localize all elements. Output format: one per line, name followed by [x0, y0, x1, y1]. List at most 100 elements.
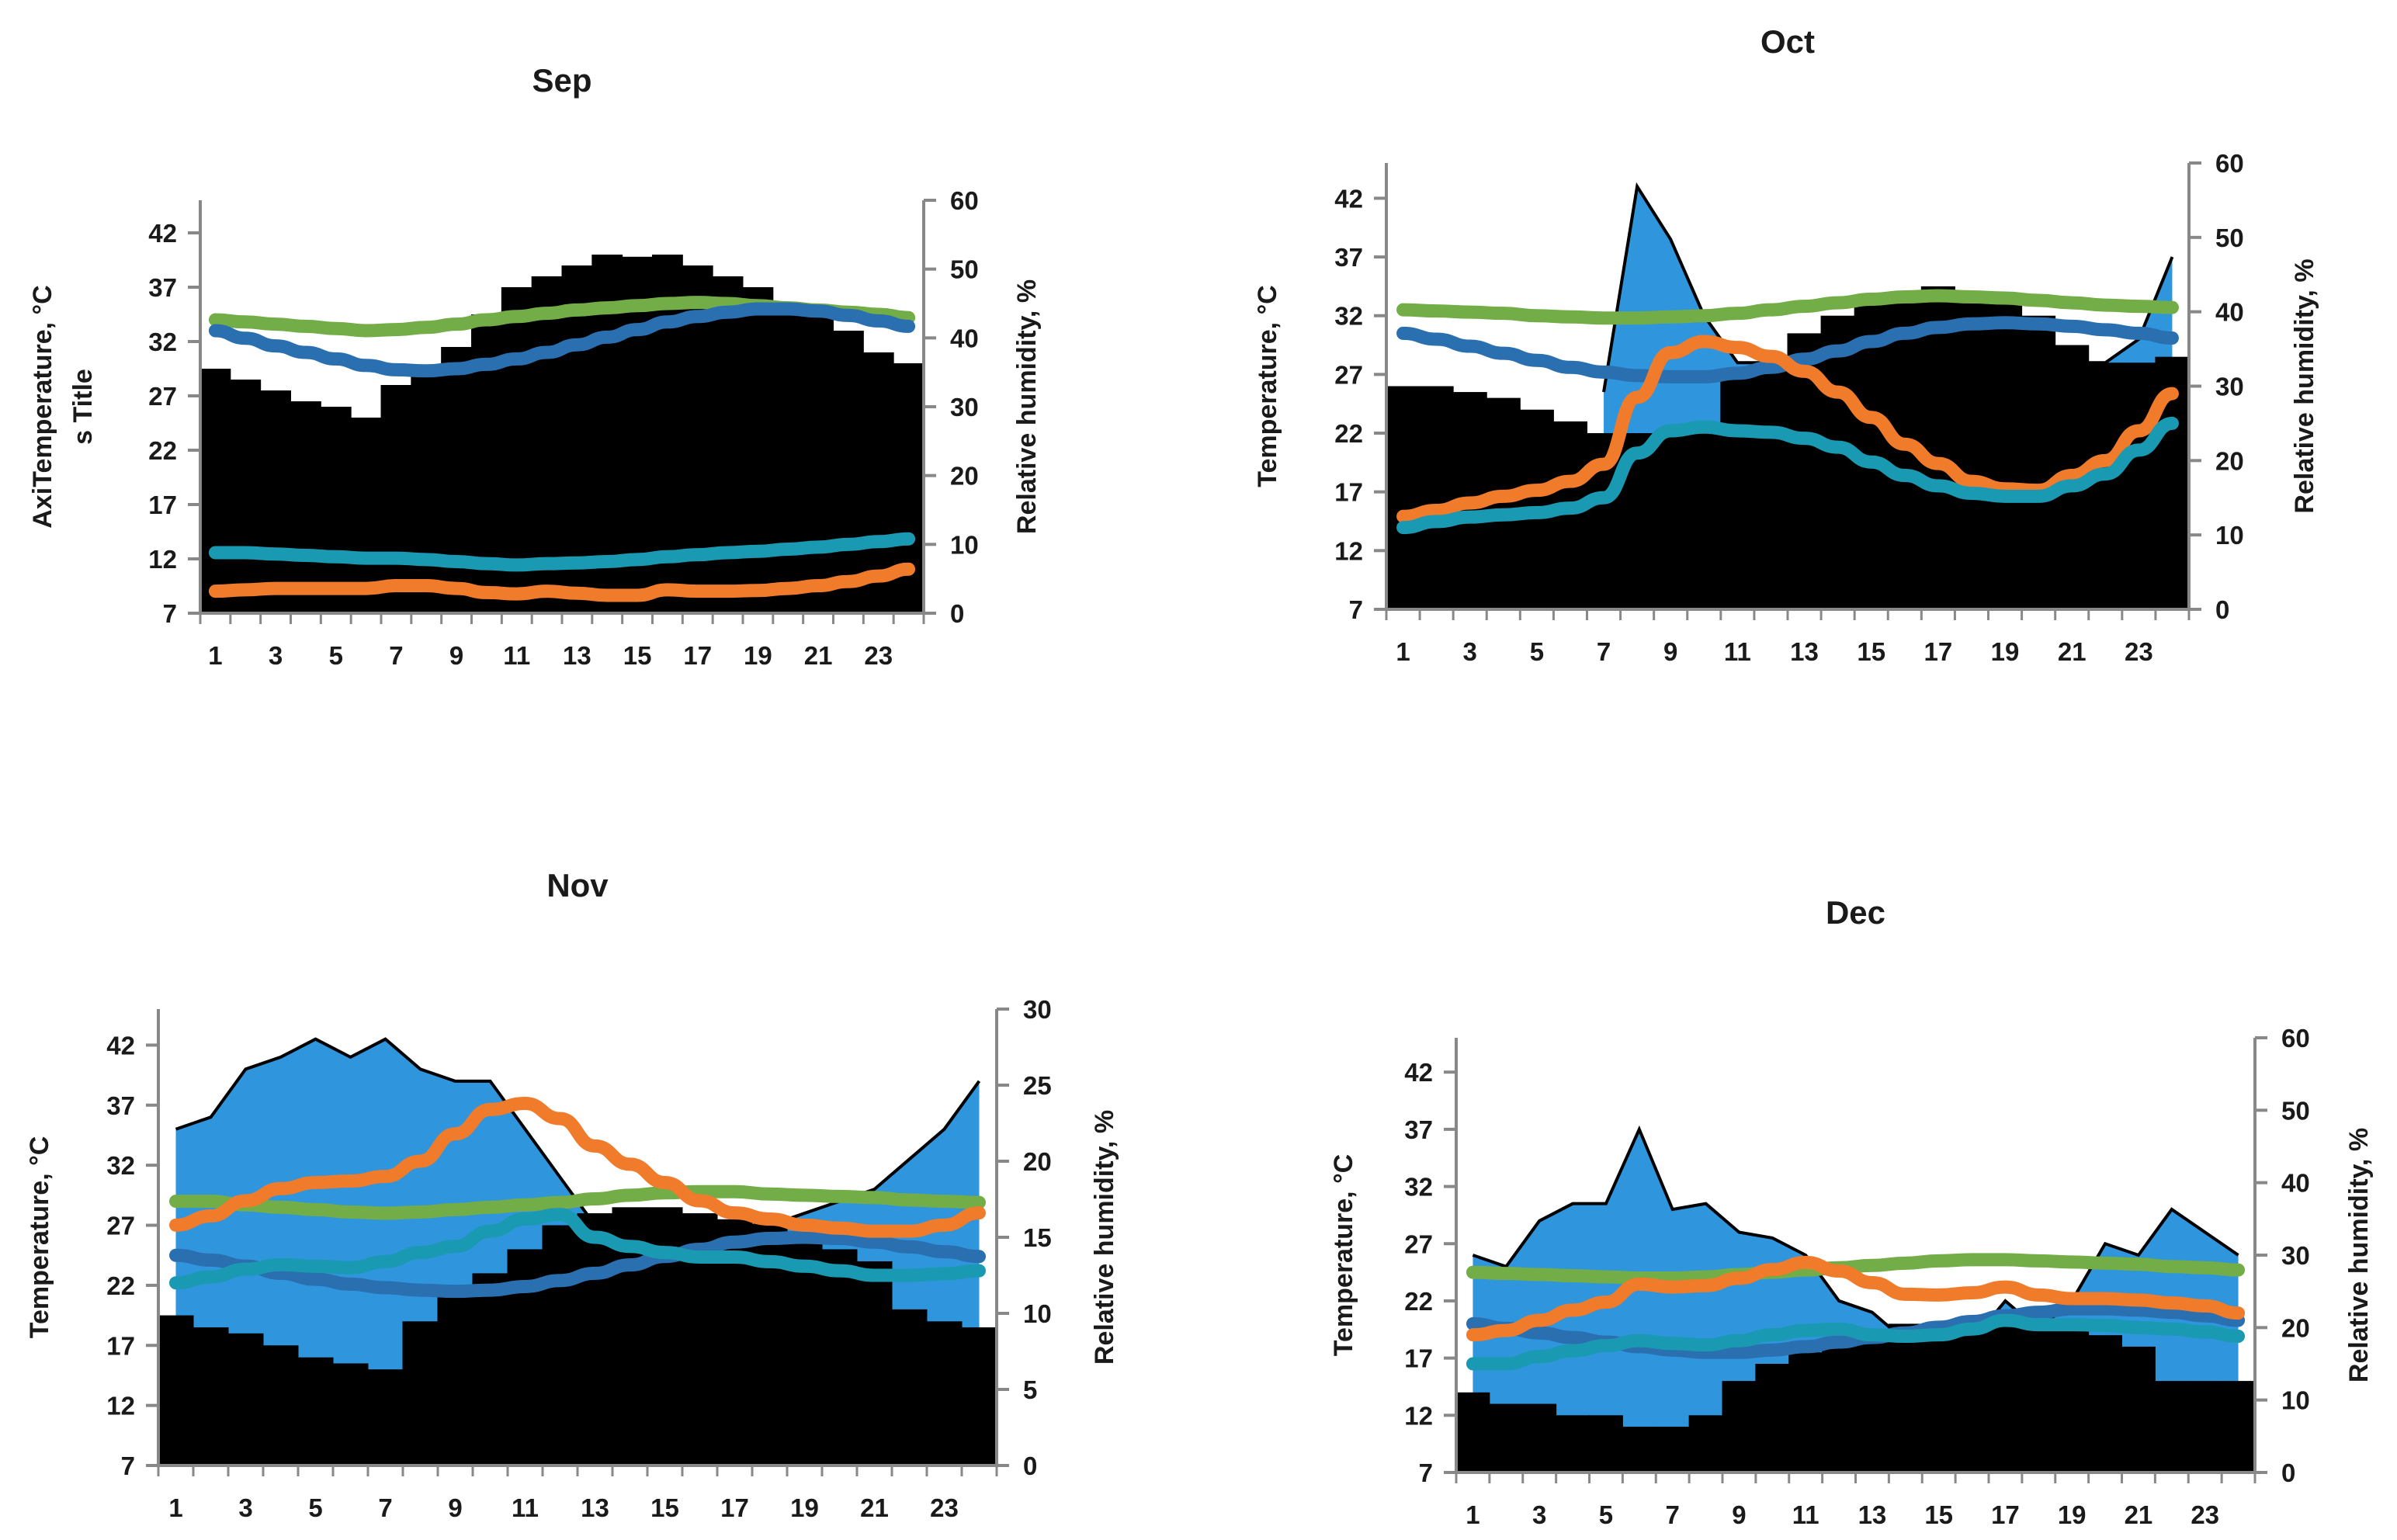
- y-tick-label: 12: [1404, 1401, 1433, 1430]
- x-tick-label: 21: [860, 1493, 889, 1522]
- y-tick-label: 22: [1334, 419, 1363, 448]
- x-tick-label: 1: [1466, 1500, 1479, 1529]
- y-tick-label: 22: [106, 1271, 135, 1300]
- black-bar: [2088, 362, 2123, 609]
- series-line-orange: [208, 562, 916, 602]
- black-bar: [297, 1357, 334, 1465]
- y-tick-label: 32: [1334, 302, 1363, 331]
- x-tick-label: 13: [563, 641, 591, 670]
- y2-tick-label: 10: [1023, 1299, 1052, 1328]
- x-tick-label: 5: [1599, 1500, 1613, 1529]
- series-line-orange: [1466, 1255, 2246, 1342]
- x-tick-label: 21: [2125, 1500, 2153, 1529]
- black-bar: [227, 1333, 264, 1465]
- y-tick-label: 37: [148, 273, 177, 302]
- y-tick-label: 12: [148, 545, 177, 574]
- x-tick-label: 9: [1663, 637, 1677, 666]
- black-bar: [1755, 1364, 1790, 1472]
- black-bar: [290, 401, 321, 613]
- x-tick-label: 13: [1858, 1500, 1887, 1529]
- x-tick-label: 23: [864, 641, 893, 670]
- y-tick-label: 22: [1404, 1287, 1433, 1316]
- y2-tick-label: 30: [2281, 1241, 2310, 1270]
- y2-tick-label: 20: [950, 462, 979, 491]
- black-bar: [1988, 1312, 2023, 1472]
- black-bar: [320, 407, 352, 613]
- series-line-blue: [208, 302, 916, 378]
- axes: [146, 1008, 1009, 1476]
- blue-area-outline: [1472, 1125, 2239, 1343]
- black-bar: [199, 369, 231, 613]
- y2-tick-label: 30: [950, 393, 979, 421]
- black-bar: [1720, 374, 1755, 609]
- black-bar: [1988, 298, 2023, 609]
- y-tick-label: 27: [106, 1212, 135, 1240]
- x-tick-label: 23: [2191, 1500, 2219, 1529]
- x-tick-label: 11: [503, 641, 530, 670]
- black-bar: [1688, 1415, 1723, 1472]
- axes: [188, 199, 936, 624]
- black-bar: [437, 1297, 474, 1465]
- y-tick-label: 7: [121, 1452, 135, 1480]
- series-line-green: [169, 1184, 986, 1220]
- y-tick-label: 17: [106, 1331, 135, 1360]
- axes: [1374, 161, 2201, 620]
- x-tick-label: 3: [1532, 1500, 1546, 1529]
- y2-tick-label: 5: [1023, 1375, 1037, 1404]
- x-tick-label: 19: [2058, 1500, 2087, 1529]
- y-tick-label: 17: [1404, 1344, 1433, 1373]
- black-bar: [1822, 1341, 1856, 1472]
- y-axis-label: s Title: [68, 369, 98, 445]
- x-tick-label: 7: [389, 641, 403, 670]
- black-bar: [411, 369, 442, 613]
- y-tick-label: 32: [1404, 1173, 1433, 1202]
- x-tick-label: 1: [208, 641, 222, 670]
- x-tick-label: 19: [790, 1493, 819, 1522]
- black-bar: [891, 1309, 928, 1465]
- series-line-orange: [169, 1097, 986, 1238]
- y-tick-label: 32: [106, 1151, 135, 1180]
- y2-tick-label: 10: [2281, 1386, 2310, 1415]
- black-bar: [1556, 1415, 1590, 1472]
- black-bar: [742, 287, 774, 613]
- series-line-teal: [169, 1208, 986, 1290]
- y-tick-label: 7: [1419, 1458, 1433, 1487]
- black-bars: [1386, 286, 2190, 609]
- y2-tick-label: 60: [2281, 1024, 2310, 1053]
- y-tick-label: 7: [1349, 595, 1363, 624]
- series-line-teal: [208, 532, 916, 572]
- y2-tick-label: 0: [950, 599, 964, 628]
- black-bar: [1622, 1427, 1656, 1472]
- black-bar: [1687, 433, 1722, 609]
- black-bar: [332, 1363, 369, 1465]
- y2-tick-label: 20: [2281, 1313, 2310, 1342]
- black-bar: [1455, 1392, 1490, 1472]
- black-bar: [786, 1237, 823, 1465]
- x-tick-label: 23: [2125, 637, 2153, 666]
- black-bar: [2121, 1346, 2156, 1472]
- y-tick-label: 27: [1404, 1230, 1433, 1258]
- x-tick-label: 7: [1597, 637, 1611, 666]
- y2-tick-label: 10: [950, 530, 979, 559]
- y2-tick-label: 40: [950, 324, 979, 352]
- black-bar: [158, 1315, 194, 1465]
- x-tick-label: 9: [1732, 1500, 1746, 1529]
- black-bar: [2088, 1335, 2122, 1472]
- x-tick-label: 9: [448, 1493, 462, 1522]
- x-tick-label: 21: [2058, 637, 2087, 666]
- black-bar: [367, 1369, 404, 1465]
- series-line-green: [1396, 289, 2179, 325]
- black-bar: [803, 314, 834, 613]
- x-tick-label: 17: [683, 641, 712, 670]
- x-tick-label: 11: [1792, 1500, 1819, 1529]
- y2-tick-label: 60: [950, 186, 979, 215]
- x-tick-label: 17: [720, 1493, 749, 1522]
- black-bar: [1888, 1323, 1923, 1472]
- y-axis-label: Temperature, °C: [1329, 1154, 1358, 1356]
- black-bar: [926, 1321, 963, 1465]
- y-tick-label: 27: [148, 382, 177, 411]
- series-line-teal: [1396, 416, 2179, 535]
- y-tick-label: 12: [106, 1392, 135, 1420]
